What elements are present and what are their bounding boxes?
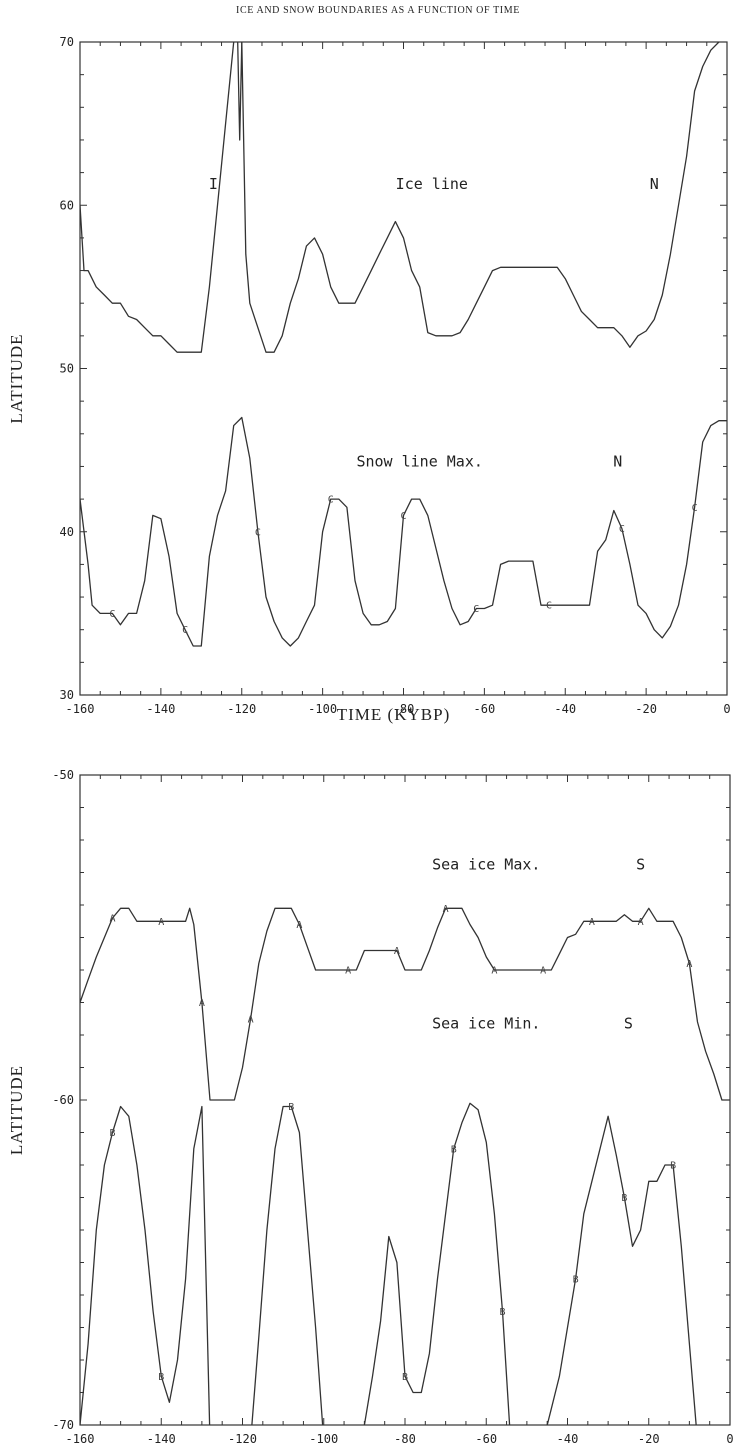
series-marker: A [109,914,115,925]
x-tick-label: -60 [474,702,496,716]
x-tick-label: -100 [309,1432,338,1446]
series-marker: B [573,1274,579,1285]
y-axis-ticks-bottom: -70 -60 -50 [52,768,730,1432]
series-marker: A [345,966,351,977]
series-marker: C [692,503,698,514]
y-axis-ticks-top: 30 40 50 60 70 [60,35,727,702]
annotation-label: Sea ice Max. [432,855,540,873]
y-tick-label: 70 [60,35,74,49]
x-axis-title: TIME (KYBP) [337,705,450,724]
series-marker: C [255,527,261,538]
series-marker: B [499,1307,505,1318]
x-tick-label: -60 [475,1432,497,1446]
series-marker: C [473,604,479,615]
chart-frame [79,774,731,1426]
annotation-label: N [650,175,659,193]
y-tick-label: 60 [60,198,74,212]
series-marker: A [589,917,595,928]
x-tick-label: 0 [726,1432,733,1446]
series-line-a [80,907,730,1101]
y-axis-title-top: LATITUDE [7,333,26,423]
annotation-label: Sea ice Min. [432,1015,540,1033]
x-tick-label: -140 [147,1432,176,1446]
y-tick-label: -60 [52,1093,74,1107]
figure-title: ICE AND SNOW BOUNDARIES AS A FUNCTION OF… [236,5,520,16]
x-tick-label: -100 [308,702,337,716]
annotation-label: I [209,175,218,193]
annotations-top: I Ice line N Snow line Max. N [209,175,659,471]
series-line-ice [80,42,720,353]
series-marker: C [546,601,552,612]
series-marker: A [638,917,644,928]
y-tick-label: -70 [52,1418,74,1432]
panel-ice-snow: -160 -140 -120 -100 -80 -60 -40 -20 0 30 40 50 60 70… [7,35,731,724]
x-tick-label: -80 [393,702,415,716]
x-tick-label: -140 [146,702,175,716]
y-tick-label: 30 [60,688,74,702]
series-marker: B [288,1102,294,1113]
series-marker: B [158,1372,164,1383]
plot-frame-bottom [79,774,731,1426]
x-tick-label: -40 [557,1432,579,1446]
chart-frame [79,41,728,696]
x-tick-label: -20 [635,702,657,716]
x-tick-label: -80 [394,1432,416,1446]
series-marker: C [400,511,406,522]
x-tick-label: -160 [66,1432,95,1446]
series-marker: B [109,1128,115,1139]
y-tick-label: 50 [60,362,74,376]
x-tick-label: -20 [638,1432,660,1446]
series-marker: B [451,1144,457,1155]
annotation-label: S [636,855,645,873]
series-marker: C [182,625,188,636]
x-tick-label: -120 [227,702,256,716]
series-marker: A [540,966,546,977]
series-marker: A [443,904,449,915]
panel-sea-ice: -160 -140 -120 -100 -80 -60 -40 -20 0 -70-60-50 … [7,768,734,1446]
series-marker: C [109,609,115,620]
series-marker: A [296,920,302,931]
series-line-c [80,416,727,647]
series-marker: C [619,524,625,535]
y-tick-label: -50 [52,768,74,782]
series-marker: B [402,1372,408,1383]
series-marker: A [686,959,692,970]
x-tick-label: -120 [228,1432,257,1446]
annotation-label: N [613,452,622,470]
y-axis-title-bottom: LATITUDE [7,1065,26,1155]
series-marker: B [621,1193,627,1204]
series-group-top: C C C C C C C C C [80,42,727,647]
series-marker: A [158,917,164,928]
x-axis-ticks-bottom: -160 -140 -120 -100 -80 -60 -40 -20 0 [66,775,734,1446]
x-tick-label: -160 [66,702,95,716]
series-line-b [80,1102,697,1425]
series-marker: B [670,1161,676,1172]
series-marker: C [328,495,334,506]
plot-frame-top [79,41,728,696]
x-tick-label: -40 [554,702,576,716]
y-tick-label: 40 [60,525,74,539]
series-marker: A [491,966,497,977]
series-marker: A [248,1014,254,1025]
annotation-label: S [624,1015,633,1033]
series-marker: A [199,998,205,1009]
annotation-label: Ice line [396,175,468,193]
x-axis-ticks-top: -160 -140 -120 -100 -80 -60 -40 -20 0 [66,42,731,716]
annotation-label: Snow line Max. [356,452,482,470]
x-tick-label: 0 [723,702,730,716]
series-marker: A [394,946,400,957]
series-group-bottom: A A A A A A A A A A A A A B B B B B B B B B [80,904,730,1425]
annotations-bottom: Sea ice Max. S Sea ice Min. S [432,855,645,1032]
